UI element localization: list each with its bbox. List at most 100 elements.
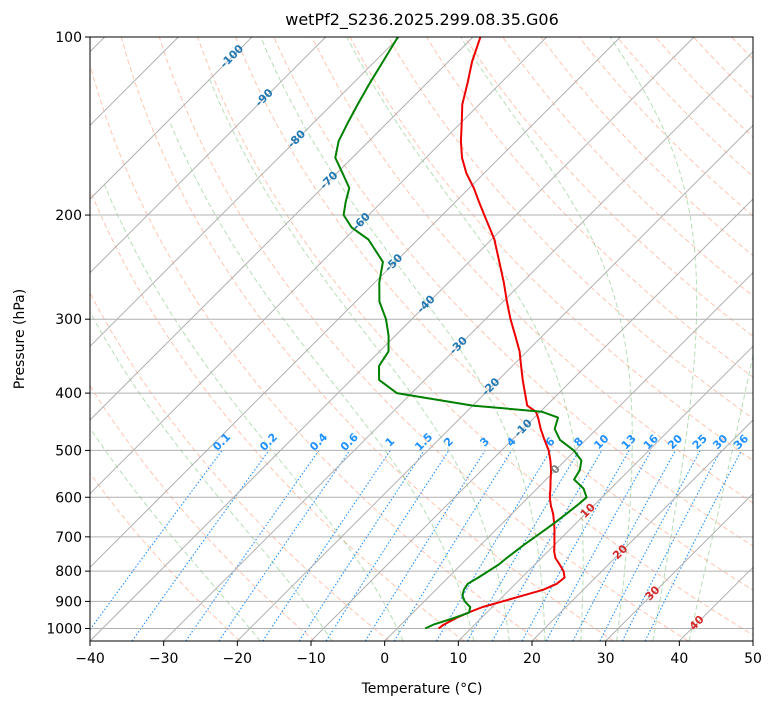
isotherm-line	[752, 640, 753, 641]
mixing-ratio-line	[572, 450, 676, 641]
dry-adiabat	[273, 37, 753, 547]
x-tick-label: 20	[523, 651, 541, 667]
moist-adiabat	[260, 37, 546, 641]
moist-adiabat	[170, 123, 475, 641]
isotherm-line	[384, 271, 753, 641]
y-tick-label: 900	[55, 594, 82, 610]
x-tick-label: 30	[597, 651, 615, 667]
dry-adiabat	[655, 37, 753, 138]
dry-adiabat	[540, 37, 753, 257]
mixing-ratio-label: 8	[571, 435, 586, 450]
dry-adiabat	[425, 37, 753, 378]
mixing-ratio-label: 30	[710, 432, 730, 452]
y-tick-label: 300	[55, 312, 82, 328]
dry-adiabat	[197, 37, 753, 636]
isotherm-line	[457, 345, 753, 641]
mixing-ratio-line	[185, 450, 320, 641]
dry-adiabat	[387, 37, 753, 420]
x-tick-label: −30	[149, 651, 179, 667]
temperature-profile-line	[437, 37, 566, 630]
dewpoint-profile-line	[334, 37, 588, 630]
dry-adiabat	[311, 37, 753, 504]
axes: −40 −30 −20 −10 0 10 20 30 40 50 100 200 300 400 500 60…	[46, 30, 762, 667]
mixing-ratio-label: 25	[690, 432, 710, 452]
y-tick-label: 1000	[46, 621, 82, 637]
isotherm-line	[90, 37, 621, 569]
mixing-ratio-line	[90, 450, 223, 631]
x-tick-label: 50	[744, 651, 762, 667]
mixing-ratio-line	[545, 450, 652, 641]
isotherm-label: -50	[382, 251, 405, 274]
dry-adiabat	[90, 188, 465, 641]
x-tick-label: 10	[449, 651, 467, 667]
mixing-ratio-line	[521, 450, 630, 641]
moist-adiabat	[104, 184, 404, 641]
isotherm-line	[90, 37, 327, 274]
moist-adiabat	[460, 37, 633, 641]
isotherm-label: -100	[218, 42, 247, 71]
mixing-ratio-line	[262, 450, 391, 641]
isotherm-line	[90, 37, 400, 348]
mixing-ratio-line	[325, 450, 450, 641]
mixing-ratio-label: 10	[591, 432, 611, 452]
y-tick-label: 100	[55, 30, 82, 46]
y-tick-label: 800	[55, 564, 82, 580]
mixing-ratio-label: 36	[731, 432, 751, 452]
dry-adiabat	[90, 384, 316, 641]
mixing-ratio-line	[364, 450, 486, 641]
isotherm-label: -70	[317, 168, 340, 191]
mixing-ratio-label: 6	[543, 435, 558, 450]
isotherm-line	[163, 50, 753, 641]
dry-adiabat	[235, 37, 753, 591]
mixing-ratio-line	[435, 450, 552, 641]
dry-adiabat	[578, 37, 753, 217]
mixing-ratio-line	[621, 450, 722, 641]
mixing-ratio-label: 1	[383, 435, 398, 450]
isotherm-line	[90, 37, 695, 641]
plot-frame	[89, 36, 754, 642]
x-tick-label: −10	[296, 651, 326, 667]
mixing-ratio-label: 13	[619, 432, 639, 452]
isotherm-line	[90, 37, 474, 421]
y-tick-label: 200	[55, 208, 82, 224]
x-axis-label: Temperature (°C)	[361, 681, 483, 697]
isotherm-line	[605, 492, 753, 641]
dry-adiabat	[120, 37, 614, 641]
moist-adiabat	[688, 352, 753, 641]
plot-area	[90, 37, 775, 641]
isotherm-label: -20	[479, 375, 502, 398]
chart-title: wetPf2_S236.2025.299.08.35.G06	[285, 10, 559, 30]
x-tick-label: 40	[670, 651, 688, 667]
mixing-ratio-line	[599, 450, 701, 641]
dry-adiabat	[770, 37, 775, 641]
y-tick-label: 600	[55, 490, 82, 506]
moist-adiabat	[609, 37, 698, 641]
mixing-ratio-line	[298, 450, 425, 641]
y-axis-label: Pressure (hPa)	[12, 289, 28, 389]
dry-adiabat	[90, 62, 540, 641]
mixing-ratio-line	[393, 450, 513, 641]
dry-adiabat	[693, 37, 753, 99]
dry-adiabat	[158, 37, 689, 641]
isotherm-line	[236, 124, 753, 641]
y-tick-label: 400	[55, 386, 82, 402]
mixing-ratio-label: 20	[665, 432, 685, 452]
dry-adiabat	[90, 472, 241, 641]
dry-adiabat	[349, 37, 753, 462]
moist-adiabat	[209, 79, 510, 641]
moist-adiabat	[90, 427, 261, 641]
moist-adiabat	[90, 310, 333, 641]
isotherm-line	[90, 37, 548, 495]
isotherm-line	[678, 566, 753, 641]
mixing-ratio-label: 2	[441, 435, 456, 450]
mixing-ratio-line	[644, 450, 742, 641]
x-tick-label: −40	[75, 651, 105, 667]
x-tick-label: −20	[223, 651, 253, 667]
mixing-ratio-line	[218, 450, 351, 641]
dry-adiabat	[464, 37, 753, 337]
y-tick-label: 500	[55, 443, 82, 459]
y-tick-label: 700	[55, 530, 82, 546]
x-tick-label: 0	[380, 651, 389, 667]
mixing-ratio-label: 3	[477, 435, 492, 450]
